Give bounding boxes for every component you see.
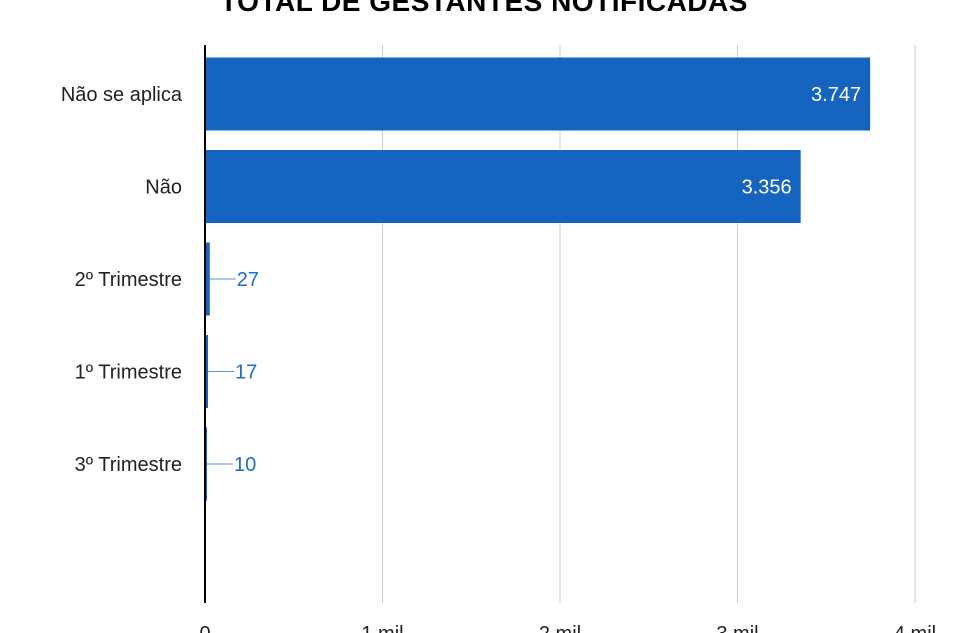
- x-tick-label: 3 mil: [716, 623, 758, 633]
- data-label: 3.747: [811, 84, 861, 106]
- data-label: 3.356: [742, 177, 792, 199]
- x-tick-label: 2 mil: [539, 623, 581, 633]
- category-label: Não se aplica: [61, 84, 183, 106]
- x-tick-label: 4 mil: [894, 623, 936, 633]
- category-label: Não: [145, 177, 182, 199]
- bar: [205, 57, 871, 131]
- data-label: 27: [237, 269, 259, 291]
- chart-title: TOTAL DE GESTANTES NOTIFICADAS: [220, 0, 748, 17]
- data-label: 17: [235, 362, 257, 384]
- bar: [205, 242, 210, 316]
- category-label: 3º Trimestre: [75, 454, 182, 476]
- data-label: 10: [234, 454, 256, 476]
- category-label: 2º Trimestre: [75, 269, 182, 291]
- category-label: 1º Trimestre: [75, 362, 182, 384]
- bar: [205, 150, 801, 223]
- x-tick-label: 0: [199, 623, 210, 633]
- bar: [205, 335, 209, 408]
- x-tick-label: 1 mil: [361, 623, 403, 633]
